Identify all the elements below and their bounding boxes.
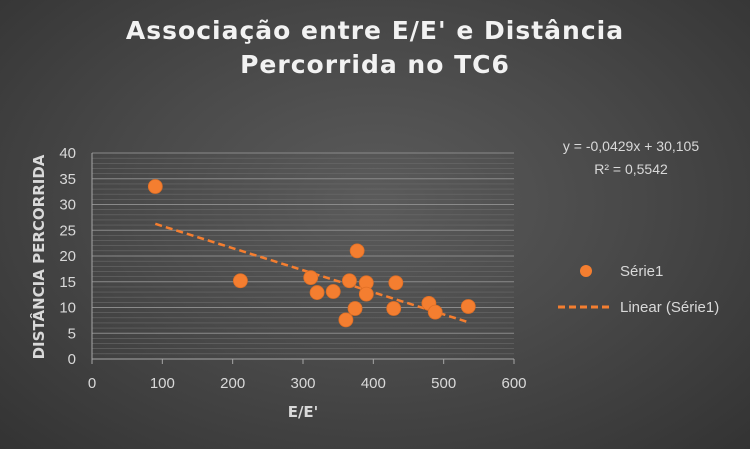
y-tick-labels: 0 5 10 15 20 25 30 35 40 — [59, 145, 76, 368]
y-tick-label: 35 — [59, 171, 76, 188]
data-point — [233, 273, 248, 289]
x-tick-label: 600 — [501, 375, 526, 392]
y-tick-label: 15 — [59, 274, 76, 291]
data-point — [386, 301, 402, 316]
data-point — [309, 285, 325, 300]
legend-marker-serie1 — [580, 265, 592, 277]
y-tick-label: 30 — [59, 197, 76, 214]
y-tick-label: 25 — [59, 222, 76, 239]
chart-title-line-2: Percorrida no TC6 — [240, 50, 510, 79]
y-tick-label: 0 — [68, 351, 76, 368]
data-point — [388, 275, 404, 291]
data-points — [147, 179, 476, 328]
x-tick-label: 300 — [290, 375, 315, 392]
legend-label-serie1: Série1 — [620, 263, 663, 280]
data-point — [338, 312, 354, 328]
y-tick-label: 20 — [59, 248, 76, 265]
legend-label-trendline: Linear (Série1) — [620, 299, 719, 316]
y-tick-label: 10 — [59, 300, 76, 317]
x-tick-label: 100 — [150, 375, 175, 392]
y-tick-label: 40 — [59, 145, 76, 162]
x-tick-labels: 0 100 200 300 400 500 600 — [88, 359, 527, 392]
data-point — [358, 286, 374, 302]
legend: Série1 Linear (Série1) — [558, 263, 719, 316]
data-point — [303, 270, 319, 286]
data-point — [349, 243, 365, 259]
trendline-equation: y = -0,0429x + 30,105 — [563, 138, 699, 154]
chart-title: Associação entre E/E' e Distância Percor… — [0, 14, 750, 82]
data-point — [460, 299, 476, 314]
y-axis-title: DISTÂNCIA PERCORRIDA — [29, 154, 48, 359]
data-point — [342, 273, 357, 289]
x-tick-label: 400 — [361, 375, 386, 392]
x-tick-label: 500 — [431, 375, 456, 392]
chart-title-line-1: Associação entre E/E' e Distância — [125, 16, 625, 45]
y-tick-label: 5 — [68, 325, 76, 342]
x-tick-label: 0 — [88, 375, 96, 392]
data-point — [147, 179, 163, 194]
gridlines — [92, 152, 514, 355]
data-point — [325, 284, 341, 299]
x-axis-title: E/E' — [288, 403, 319, 421]
x-tick-label: 200 — [220, 375, 245, 392]
trendline-r-squared: R² = 0,5542 — [594, 161, 668, 177]
data-point — [347, 301, 363, 316]
data-point — [427, 304, 443, 320]
